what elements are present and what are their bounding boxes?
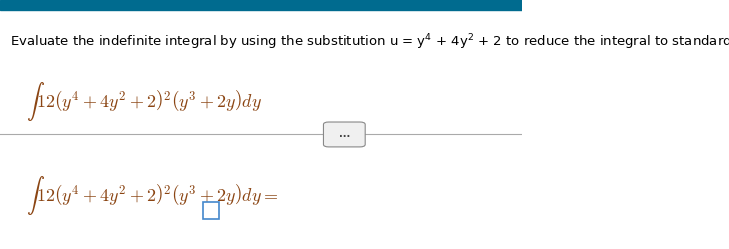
Bar <box>0 0 522 10</box>
Text: Evaluate the indefinite integral by using the substitution u = y$^4$ + 4y$^2$ + : Evaluate the indefinite integral by usin… <box>10 32 729 52</box>
FancyBboxPatch shape <box>324 122 365 147</box>
Text: $\int 12\left(y^4+4y^2+2\right)^2\left(y^3+2y\right)dy=$: $\int 12\left(y^4+4y^2+2\right)^2\left(y… <box>26 174 278 217</box>
Bar <box>203 202 219 219</box>
Text: $\int 12\left(y^4+4y^2+2\right)^2\left(y^3+2y\right)dy$: $\int 12\left(y^4+4y^2+2\right)^2\left(y… <box>26 80 262 123</box>
Text: ...: ... <box>339 129 350 139</box>
